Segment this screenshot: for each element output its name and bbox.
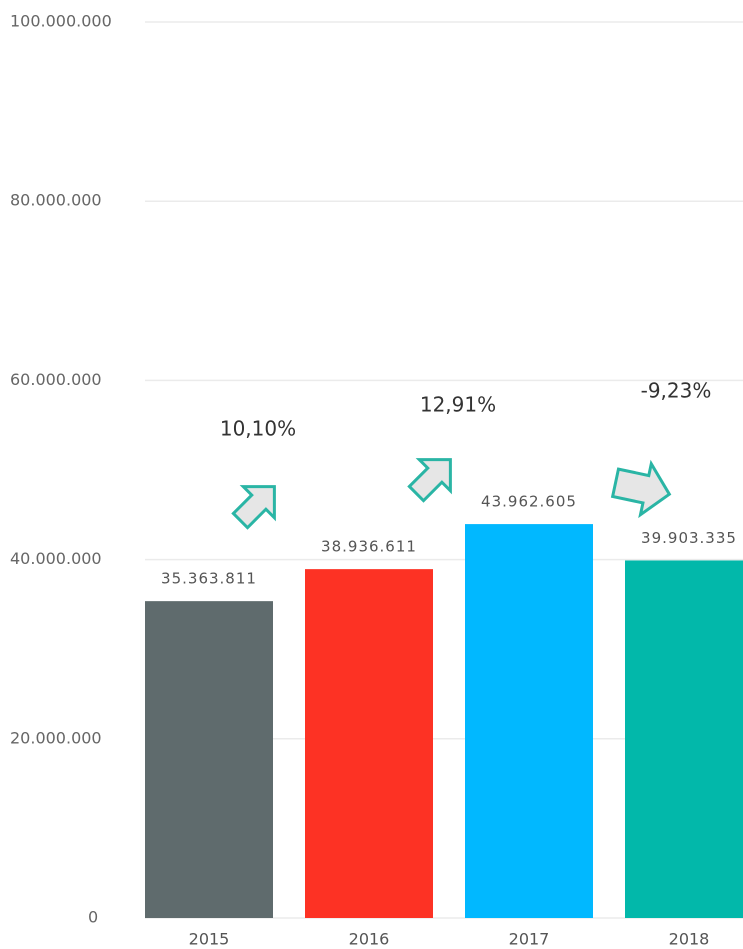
y-tick-label: 40.000.000 (10, 549, 102, 568)
annotation: -9,23% (641, 379, 712, 403)
arrow-down (610, 459, 672, 519)
value-label: 35.363.811 (161, 570, 257, 588)
y-tick-label: 20.000.000 (10, 728, 102, 747)
bar (305, 569, 433, 918)
annotation: 12,91% (420, 393, 496, 417)
arrow-up (407, 458, 452, 503)
value-label: 43.962.605 (481, 493, 577, 511)
y-tick-label: 100.000.000 (10, 12, 112, 31)
y-tick-label: 0 (88, 908, 98, 927)
annotation: 10,10% (220, 417, 296, 441)
bar (145, 601, 273, 918)
x-tick-label: 2017 (509, 930, 550, 949)
arrow-up (231, 485, 276, 530)
x-tick-label: 2015 (189, 930, 230, 949)
x-tick-label: 2018 (669, 930, 710, 949)
bar (465, 524, 593, 918)
x-tick-label: 2016 (349, 930, 390, 949)
value-label: 38.936.611 (321, 538, 417, 556)
y-tick-label: 80.000.000 (10, 191, 102, 210)
y-tick-label: 60.000.000 (10, 370, 102, 389)
value-label: 39.903.335 (641, 529, 737, 547)
bar (625, 560, 743, 918)
